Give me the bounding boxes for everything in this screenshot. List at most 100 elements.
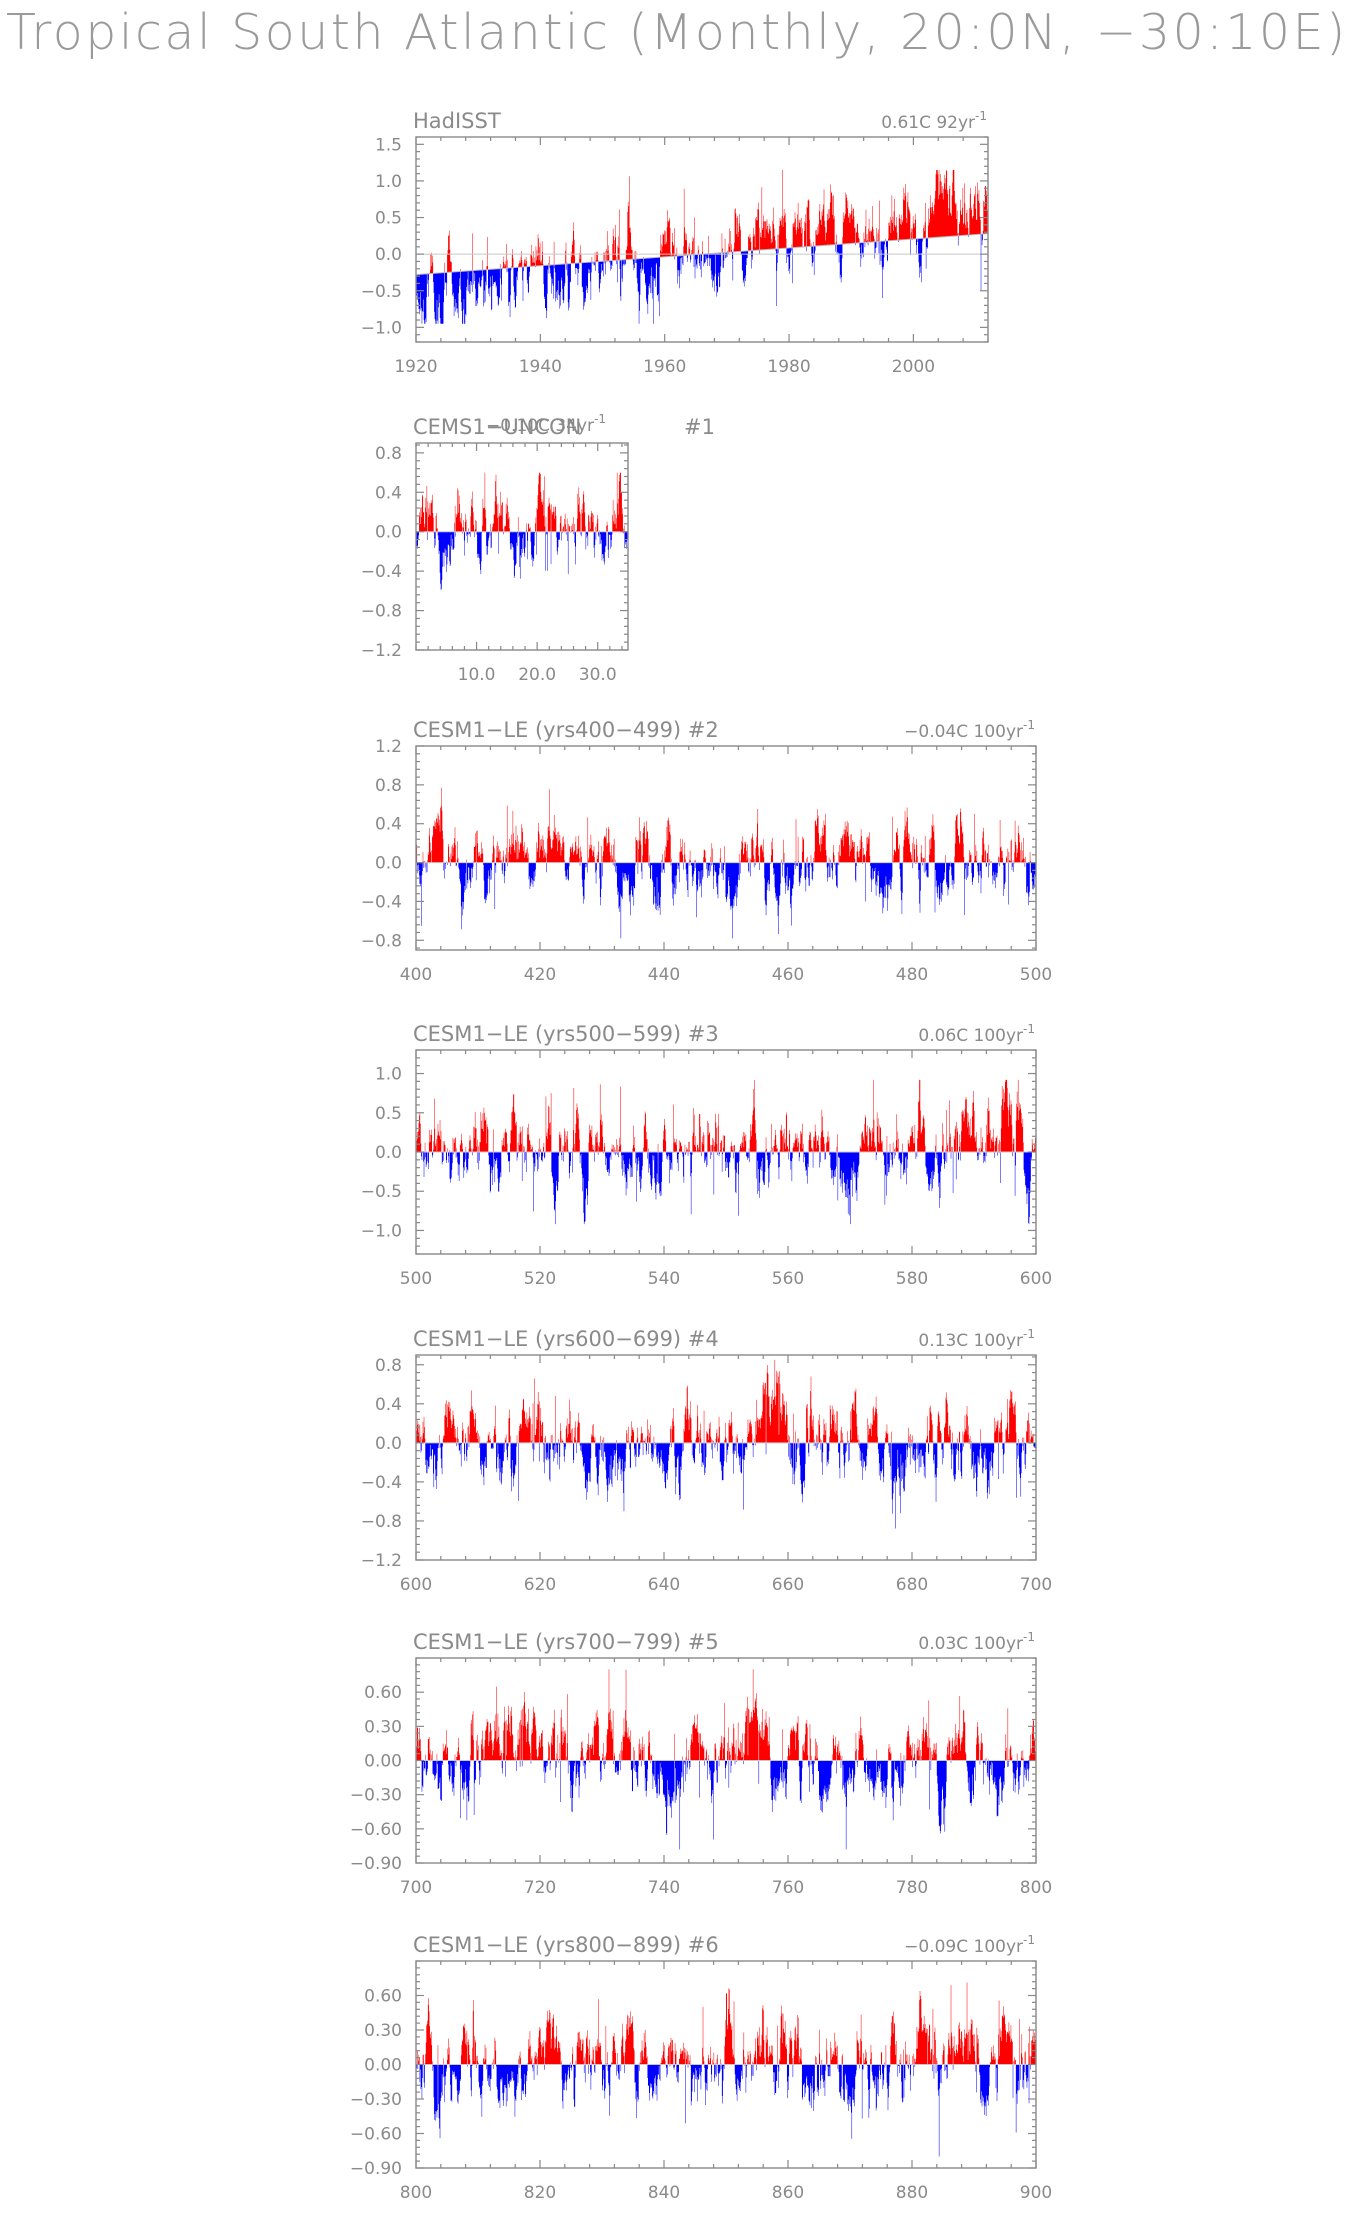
positive-anomaly-bars [416,1359,1034,1443]
y-tick-label: 0.4 [375,483,402,503]
y-tick-label: 1.5 [375,135,402,155]
panel-number: #1 [684,415,715,439]
x-tick-label: 800 [1020,1878,1052,1898]
x-tick-label: 900 [1020,2183,1052,2203]
y-tick-label: 0.5 [375,209,402,229]
y-tick-label: 0.60 [364,1987,402,2007]
x-tick-label: 800 [400,2183,432,2203]
panel-trend: 0.61C 92yr-1 [881,109,987,133]
y-tick-label: 0.0 [375,245,402,265]
y-tick-label: −0.4 [361,892,402,912]
panel-title: CEMS1−UNCON [413,415,581,439]
y-tick-label: −0.4 [361,562,402,582]
x-tick-label: 700 [1020,1575,1052,1595]
negative-anomaly-bars [420,1442,1036,1529]
x-tick-label: 680 [896,1575,928,1595]
y-tick-label: 1.2 [375,737,402,757]
y-tick-label: −0.90 [350,2159,402,2179]
x-tick-label: 460 [772,965,804,985]
y-tick-label: −0.30 [350,2090,402,2110]
positive-anomaly-bars [416,787,1031,863]
y-tick-label: −0.8 [361,931,402,951]
y-tick-label: −0.5 [361,1182,402,1202]
panel-trend: 0.03C 100yr-1 [918,1630,1035,1654]
y-tick-label: 0.8 [375,776,402,796]
panel-1: 10.0 20.0 30.0 −1.2 −0.8 −0.4 0.0 0.4 0.8 CEMS1−U… [361,412,715,685]
y-tick-label: −0.8 [361,1512,402,1532]
x-tick-label: 780 [896,1878,928,1898]
x-tick-label: 820 [524,2183,556,2203]
y-tick-label: 0.30 [364,1717,402,1737]
x-tick-label: 700 [400,1878,432,1898]
panel-trend: −0.09C 100yr-1 [904,1933,1035,1957]
x-tick-label: 520 [524,1269,556,1289]
panel-title: CESM1−LE (yrs800−899) #6 [413,1933,719,1957]
y-tick-label: 0.5 [375,1104,402,1124]
x-tick-label: 860 [772,2183,804,2203]
positive-anomaly-bars [416,1079,1036,1152]
positive-anomaly-bars [417,1982,1036,2065]
x-tick-label: 30.0 [579,665,617,685]
x-tick-label: 1920 [394,357,437,377]
y-tick-label: 1.0 [375,172,402,192]
negative-anomaly-bars [416,1760,1030,1850]
negative-anomaly-bars [421,1152,1036,1225]
x-tick-label: 560 [772,1269,804,1289]
x-tick-label: 2000 [892,357,935,377]
panel-title: CESM1−LE (yrs500−599) #3 [413,1022,719,1046]
panel-6: 800 820 840 860 880 900 −0.90 −0.60 −0.30 0.00 0.3… [350,1933,1052,2203]
panel-title: CESM1−LE (yrs400−499) #2 [413,718,719,742]
x-tick-label: 400 [400,965,432,985]
x-tick-label: 880 [896,2183,928,2203]
plot-frame [415,442,629,651]
y-tick-label: −0.90 [350,1854,402,1874]
negative-anomaly-bars [416,531,628,591]
figure-title: Tropical South Atlantic (Monthly, 20:0N,… [6,4,1348,61]
y-tick-label: 0.60 [364,1683,402,1703]
x-tick-label: 600 [400,1575,432,1595]
x-tick-label: 600 [1020,1269,1052,1289]
panel-title: CESM1−LE (yrs700−799) #5 [413,1630,719,1654]
x-tick-label: 620 [524,1575,556,1595]
x-tick-label: 10.0 [458,665,496,685]
y-tick-label: 0.8 [375,1356,402,1376]
y-tick-label: −0.60 [350,1820,402,1840]
negative-anomaly-bars [416,234,983,324]
x-tick-label: 1940 [519,357,562,377]
x-tick-label: 500 [1020,965,1052,985]
y-tick-label: 0.8 [375,444,402,464]
panel-title: CESM1−LE (yrs600−699) #4 [413,1327,719,1351]
x-tick-label: 420 [524,965,556,985]
y-tick-label: 0.0 [375,523,402,543]
y-tick-label: 0.4 [375,1395,402,1415]
panel-0: 1920 1940 1960 1980 2000 −1.0 −0.5 0.0 0.5 1.0 1.5… [361,109,989,377]
negative-anomaly-bars [416,862,1036,939]
panel-3: 500 520 540 560 580 600 −1.0 −0.5 0.0 0.5 1.0 CESM1… [361,1022,1053,1289]
y-tick-label: −0.30 [350,1786,402,1806]
y-tick-label: 0.0 [375,1434,402,1454]
panel-trend: 0.06C 100yr-1 [918,1022,1035,1046]
y-tick-label: 0.00 [364,2056,402,2076]
x-tick-label: 1960 [643,357,686,377]
panel-4: 600 620 640 660 680 700 −1.2 −0.8 −0.4 0.0 0.4 0.8 C… [361,1327,1053,1595]
plot-frame [415,1354,1037,1561]
x-tick-label: 20.0 [518,665,556,685]
x-tick-label: 640 [648,1575,680,1595]
x-tick-label: 740 [648,1878,680,1898]
x-tick-label: 660 [772,1575,804,1595]
x-tick-label: 440 [648,965,680,985]
x-tick-label: 540 [648,1269,680,1289]
y-tick-label: 0.30 [364,2021,402,2041]
x-tick-label: 500 [400,1269,432,1289]
y-tick-label: −0.8 [361,602,402,622]
y-tick-label: 0.0 [375,1143,402,1163]
y-tick-label: −1.2 [361,1551,402,1571]
panel-5: 700 720 740 760 780 800 −0.90 −0.60 −0.30 0.00 0.3… [350,1630,1052,1898]
y-tick-label: −1.0 [361,318,402,338]
y-tick-label: −0.60 [350,2125,402,2145]
panel-trend: −0.10C 34yr-1 [486,412,606,436]
y-tick-label: −1.2 [361,641,402,661]
x-tick-label: 760 [772,1878,804,1898]
panel-2: 400 420 440 460 480 500 −0.8 −0.4 0.0 0.4 0.8 1.2 CE… [361,718,1053,985]
y-tick-label: 0.0 [375,854,402,874]
